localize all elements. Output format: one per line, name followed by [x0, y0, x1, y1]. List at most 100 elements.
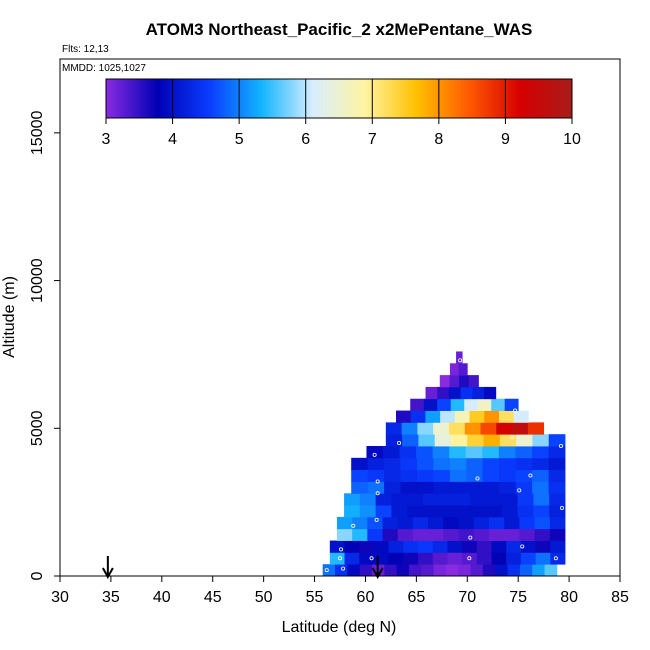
sample-marker [324, 568, 329, 573]
heatmap-cell [519, 564, 533, 577]
heatmap-cell [449, 481, 467, 494]
x-tick-label: 40 [153, 589, 171, 606]
heatmap-cell [351, 481, 369, 494]
colorbar-tick-label: 3 [102, 131, 111, 148]
heatmap-cell [544, 564, 558, 577]
colorbar-gradient [105, 78, 573, 119]
heatmap-cell [465, 446, 483, 459]
heatmap-cell [449, 469, 467, 482]
heatmap-cell [375, 493, 392, 506]
y-tick-label: 15000 [29, 111, 46, 156]
heatmap-cell [533, 505, 550, 518]
heatmap-cell [448, 386, 462, 400]
dates-label: MMDD: 1025,1027 [62, 63, 146, 74]
down-arrow-icon [371, 556, 384, 580]
heatmap-cell [458, 564, 471, 577]
heatmap-cell [382, 516, 399, 530]
heatmap-cell [501, 493, 519, 506]
heatmap-cell [447, 552, 463, 565]
heatmap-cell [422, 493, 440, 506]
heatmap-cells [322, 351, 566, 577]
heatmap-cell [396, 410, 412, 423]
heatmap-cell [499, 457, 517, 471]
heatmap-cell [477, 398, 492, 411]
heatmap-cell [466, 481, 484, 494]
heatmap-cell [425, 410, 441, 423]
heatmap-cell [448, 422, 466, 435]
heatmap-cell [440, 410, 456, 423]
heatmap-cell [400, 457, 418, 471]
heatmap-cell [329, 540, 345, 553]
heatmap-cell [388, 540, 404, 553]
heatmap-cell [462, 540, 478, 553]
heatmap-cell [359, 493, 377, 506]
sample-marker [341, 566, 346, 571]
heatmap-cell [464, 398, 479, 411]
heatmap-cell [482, 457, 500, 471]
heatmap-cell [531, 446, 549, 459]
colorbar-tick-label: 6 [301, 131, 310, 148]
heatmap-cell [375, 505, 392, 518]
heatmap-cell [449, 446, 467, 459]
heatmap-cell [507, 564, 521, 577]
heatmap-cell [391, 493, 408, 506]
sample-marker [510, 435, 515, 440]
heatmap-cell [344, 552, 360, 565]
x-tick-label: 55 [306, 589, 324, 606]
heatmap-cell [438, 505, 455, 518]
heatmap-cell [491, 398, 506, 411]
heatmap-cell [458, 516, 475, 530]
heatmap-cell [351, 457, 369, 471]
x-tick-label: 65 [407, 589, 425, 606]
heatmap-cell [476, 540, 492, 553]
heatmap-cell [412, 516, 429, 530]
heatmap-cell [335, 564, 348, 577]
heatmap-cell [454, 410, 470, 423]
down-arrow-icon [101, 556, 114, 580]
heatmap-cell [367, 528, 383, 541]
heatmap-cell [449, 363, 460, 376]
heatmap-cell [527, 422, 545, 435]
heatmap-cell [385, 422, 402, 435]
heatmap-cell [516, 434, 533, 447]
sample-marker [520, 544, 525, 549]
heatmap-cell [344, 493, 361, 506]
heatmap-cell [501, 505, 519, 518]
heatmap-cell [517, 493, 534, 506]
heatmap-cell [344, 505, 361, 518]
sample-marker [559, 506, 564, 511]
heatmap-cell [454, 505, 471, 518]
heatmap-cell [428, 528, 444, 541]
heatmap-cell [549, 505, 566, 518]
heatmap-cell [470, 564, 484, 577]
heatmap-cell [483, 434, 501, 447]
heatmap-cell [499, 469, 517, 482]
heatmap-cell [549, 516, 566, 530]
sample-marker [351, 523, 356, 528]
heatmap-cell [402, 434, 419, 447]
heatmap-cell [433, 457, 451, 471]
heatmap-cell [549, 528, 566, 541]
heatmap-cell [367, 457, 385, 471]
sample-marker [369, 556, 374, 561]
heatmap-cell [443, 528, 459, 541]
x-tick-label: 75 [509, 589, 527, 606]
sample-marker [513, 408, 518, 413]
heatmap-cell [433, 469, 451, 482]
sample-marker [375, 491, 380, 496]
x-axis-label: Latitude (deg N) [282, 619, 397, 636]
heatmap-cell [408, 564, 422, 577]
heatmap-cell [512, 422, 529, 435]
heatmap-cell [336, 528, 353, 541]
heatmap-cell [384, 564, 398, 577]
heatmap-cell [422, 505, 440, 518]
heatmap-cell [397, 516, 414, 530]
heatmap-cell [519, 528, 535, 541]
heatmap-cell [367, 481, 385, 494]
heatmap-cell [470, 505, 487, 518]
heatmap-cell [520, 540, 537, 553]
chart-title: ATOM3 Northeast_Pacific_2 x2MePentane_WA… [146, 20, 533, 39]
plot-frame [59, 58, 621, 577]
heatmap-cell [351, 469, 369, 482]
sample-marker [468, 535, 473, 540]
